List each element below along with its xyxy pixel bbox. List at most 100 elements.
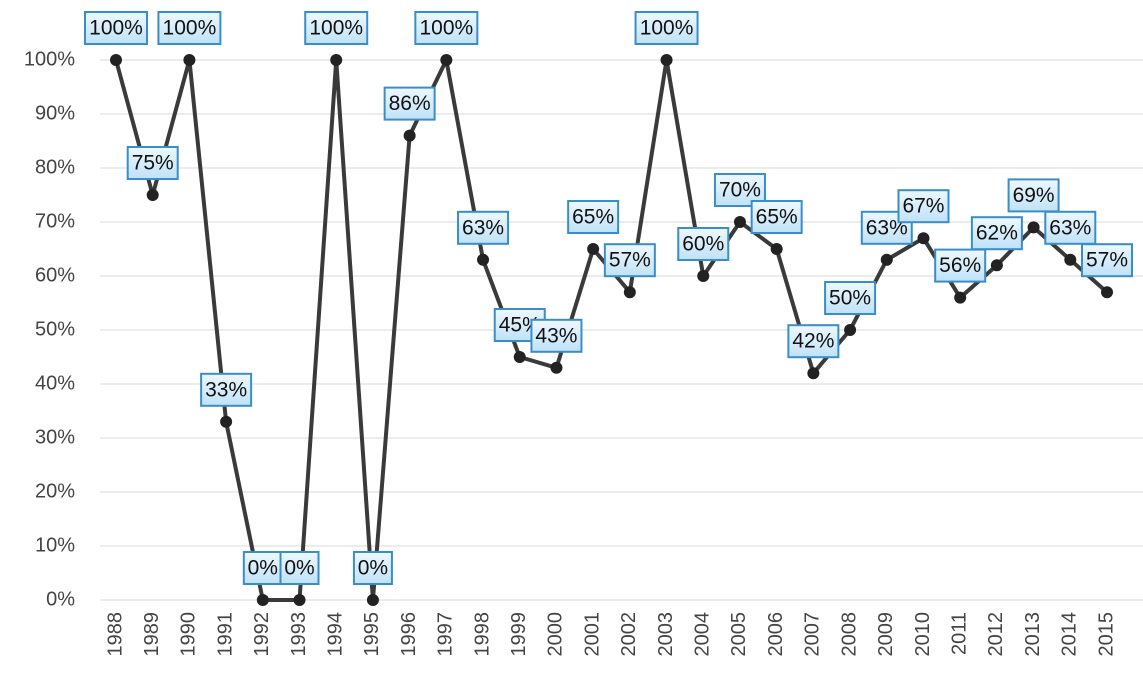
point — [477, 253, 490, 266]
label-box — [1081, 243, 1133, 278]
point — [146, 189, 159, 201]
label-box — [279, 551, 320, 585]
label-box — [157, 11, 222, 45]
x-tick-label: 2010 — [912, 612, 934, 657]
x-tick-label: 2000 — [545, 612, 567, 657]
y-tick-label: 0% — [46, 588, 75, 610]
point — [770, 243, 783, 255]
point — [366, 594, 379, 606]
value-label: 50% — [824, 281, 877, 315]
y-tick-label: 60% — [35, 264, 75, 286]
point — [256, 594, 269, 606]
value-label: 33% — [200, 372, 253, 407]
point — [550, 361, 563, 374]
point — [917, 232, 930, 245]
value-label: 63% — [457, 210, 510, 245]
data-label: 63% — [866, 216, 908, 239]
value-label: 60% — [677, 227, 730, 261]
point — [1101, 286, 1113, 299]
x-tick-label: 1994 — [325, 612, 347, 657]
data-label: 0% — [358, 557, 388, 580]
label-box — [603, 243, 656, 278]
point — [1027, 221, 1040, 234]
x-tick-label: 2006 — [765, 612, 787, 657]
point — [220, 415, 233, 428]
label-box — [787, 324, 840, 359]
label-box — [1044, 210, 1097, 245]
x-tick-label: 2009 — [875, 612, 897, 657]
value-label: 0% — [242, 551, 283, 585]
y-tick-label: 10% — [35, 534, 75, 556]
x-tick-label: 1993 — [288, 612, 310, 657]
x-tick-label: 1995 — [361, 612, 383, 657]
point — [733, 216, 746, 228]
x-tick-label: 1996 — [398, 612, 420, 657]
x-tick-label: 1992 — [251, 612, 273, 657]
point — [587, 243, 600, 255]
label-box — [530, 318, 583, 353]
value-label: 0% — [352, 551, 393, 585]
data-label: 62% — [976, 222, 1018, 245]
label-box — [242, 551, 283, 585]
point — [660, 54, 673, 66]
x-tick-label: 1997 — [435, 612, 457, 657]
point — [954, 291, 967, 304]
value-label: 100% — [304, 11, 369, 45]
point — [807, 367, 820, 380]
value-label: 57% — [603, 243, 656, 278]
data-label: 75% — [132, 152, 174, 175]
data-label: 100% — [163, 17, 217, 40]
data-label: 65% — [756, 206, 798, 229]
x-tick-label: 2005 — [728, 612, 750, 657]
label-box — [970, 216, 1023, 251]
y-tick-label: 20% — [35, 480, 75, 502]
x-tick-label: 2003 — [655, 612, 677, 657]
label-box — [457, 210, 510, 245]
data-label: 100% — [640, 17, 694, 40]
label-box — [1007, 178, 1060, 213]
x-tick-label: 2015 — [1095, 612, 1117, 657]
point — [623, 286, 636, 299]
value-label: 100% — [84, 11, 148, 45]
x-tick-label: 1991 — [214, 612, 236, 657]
data-label: 56% — [939, 254, 981, 277]
data-label: 86% — [389, 92, 431, 115]
label-box — [352, 551, 393, 585]
x-tick-label: 2013 — [1022, 612, 1044, 657]
x-tick-label: 2014 — [1059, 612, 1081, 657]
data-label: 50% — [829, 287, 871, 310]
label-box — [414, 11, 479, 45]
data-label: 57% — [1086, 249, 1128, 272]
label-box — [634, 11, 699, 45]
value-label: 0% — [279, 551, 320, 585]
label-box — [677, 227, 730, 261]
point — [880, 253, 893, 266]
point — [440, 54, 453, 66]
data-label: 45% — [499, 314, 541, 337]
x-tick-label: 1999 — [508, 612, 530, 657]
data-label: 57% — [609, 249, 651, 272]
label-box — [750, 200, 803, 234]
y-tick-label: 80% — [35, 156, 75, 178]
data-label: 0% — [284, 557, 314, 580]
data-label: 100% — [89, 17, 143, 40]
point — [330, 54, 343, 66]
value-label: 63% — [1044, 210, 1097, 245]
y-tick-label: 90% — [35, 102, 75, 124]
y-tick-label: 50% — [35, 318, 75, 340]
point — [293, 594, 306, 606]
data-label: 43% — [535, 324, 577, 347]
value-label: 69% — [1007, 178, 1060, 213]
data-label: 100% — [309, 17, 363, 40]
y-tick-label: 100% — [24, 48, 75, 70]
x-tick-label: 2004 — [692, 612, 714, 657]
point — [403, 129, 416, 142]
value-label: 65% — [750, 200, 803, 234]
data-label: 63% — [462, 216, 504, 239]
value-label: 86% — [383, 86, 436, 121]
label-box — [567, 200, 620, 234]
y-tick-label: 70% — [35, 210, 75, 232]
label-box — [126, 146, 179, 180]
value-label: 70% — [713, 173, 766, 207]
x-tick-label: 2012 — [985, 612, 1007, 657]
